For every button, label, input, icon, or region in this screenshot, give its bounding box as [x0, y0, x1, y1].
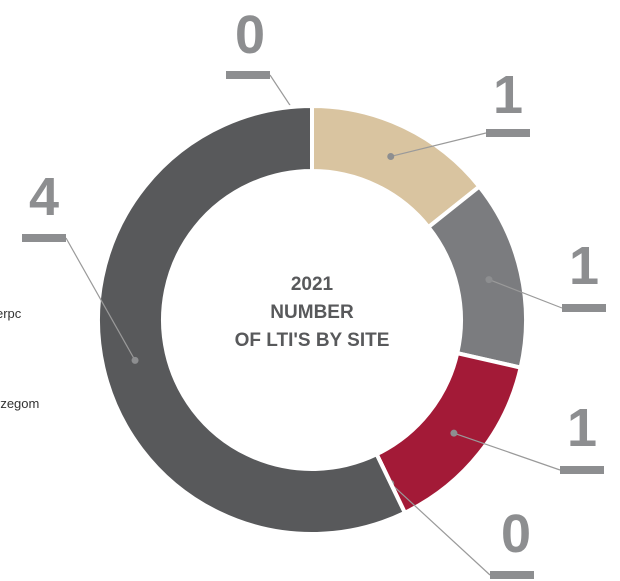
value-label: 0: [501, 504, 531, 564]
leader-dot: [450, 429, 458, 437]
value-label: 1: [569, 236, 599, 296]
leader-line: [488, 279, 563, 309]
legend-fragment: erpc: [0, 306, 22, 321]
label-bar: [22, 234, 66, 242]
leader-line: [390, 483, 491, 576]
value-label: 1: [567, 398, 597, 458]
donut-segment: [373, 350, 524, 516]
leader-line: [390, 132, 487, 158]
chart-title: OF LTI'S BY SITE: [235, 330, 390, 351]
leader-dot: [485, 276, 493, 284]
chart-title: 2021: [291, 274, 334, 295]
leader-dot: [131, 356, 139, 364]
leader-line: [65, 237, 136, 361]
leader-line: [453, 432, 561, 471]
label-bar: [562, 304, 606, 312]
value-label: 1: [493, 65, 523, 125]
label-bar: [490, 571, 534, 579]
chart-title: NUMBER: [270, 302, 354, 323]
legend-fragment: rzegom: [0, 396, 39, 411]
leader-dot: [387, 152, 395, 160]
donut-segment: [95, 103, 408, 536]
donut-segment: [425, 183, 528, 371]
label-bar: [226, 71, 270, 79]
label-bar: [560, 466, 604, 474]
value-label: 4: [29, 167, 59, 227]
label-bar: [486, 129, 530, 137]
value-label: 0: [235, 5, 265, 65]
